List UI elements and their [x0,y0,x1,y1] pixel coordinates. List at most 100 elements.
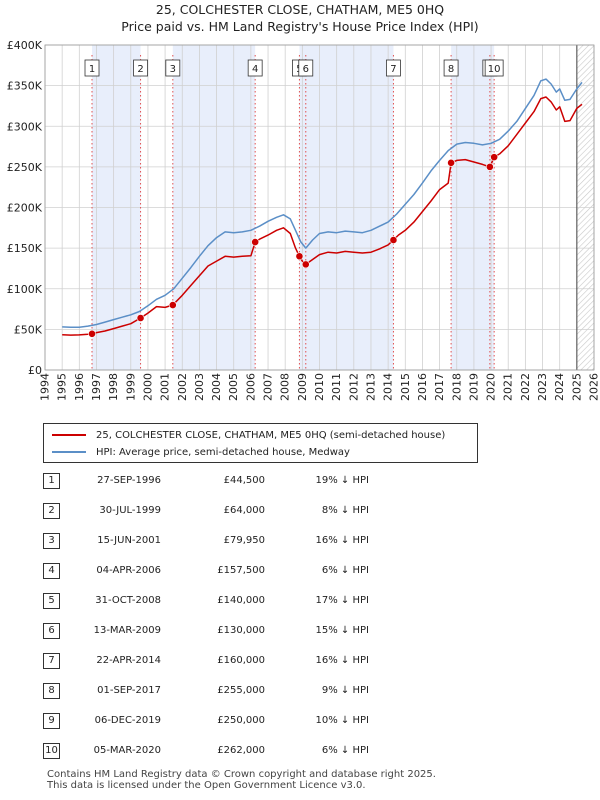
sale-date: 22-APR-2014 [96,655,161,666]
plot-border [44,44,595,371]
x-tick-label: 2019 [467,373,480,401]
marker-box-8 [443,59,459,77]
sale-point-5 [295,252,304,261]
x-tick-label: 2006 [244,373,257,401]
marker-box-1 [84,59,100,77]
sale-hpi-diff: 9% ↓ HPI [321,685,369,696]
sale-hpi-diff: 8% ↓ HPI [321,505,369,516]
y-tick-label: £0 [28,364,42,377]
sale-number: 9 [43,713,60,729]
x-tick-label: 2007 [262,373,275,401]
x-tick-label: 1999 [124,373,137,401]
sale-price: £250,000 [217,715,265,726]
hpi-line [62,78,583,329]
sale-number: 4 [43,563,60,579]
x-tick-label: 2012 [347,373,360,401]
marker-box-7 [386,59,401,77]
y-tick-label: £350K [7,80,43,93]
sale-hpi-diff: 17% ↓ HPI [315,595,369,606]
sale-price: £255,000 [217,685,265,696]
x-tick-label: 2022 [519,373,532,401]
x-tick-label: 2009 [296,373,309,401]
sale-point-3 [168,301,177,309]
sale-price: £79,950 [223,535,265,546]
sale-point-1 [88,329,96,338]
sale-date: 30-JUL-1999 [99,505,161,516]
marker-label-2: 2 [137,64,143,75]
x-tick-label: 2003 [193,373,206,401]
x-tick-label: 2015 [399,373,412,401]
marker-label-4: 4 [252,64,258,75]
sale-price: £64,000 [223,505,265,516]
sale-price: £160,000 [217,655,265,666]
sale-hpi-diff: 16% ↓ HPI [315,655,369,666]
sale-date: 31-OCT-2008 [95,595,161,606]
sale-number: 8 [43,683,60,699]
marker-box-4 [247,59,263,77]
y-tick-label: £250K [7,161,43,174]
sale-point-9 [485,162,494,171]
marker-box-2 [133,59,148,77]
table-row: 7 22-APR-2014 £160,000 16% ↓ HPI [43,652,463,670]
x-tick-label: 2002 [176,373,189,401]
footer-licence: This data is licensed under the Open Gov… [47,780,366,791]
legend-label-hpi: HPI: Average price, semi-detached house,… [96,446,350,458]
x-tick-label: 2020 [485,373,498,401]
x-tick-label: 2024 [553,373,566,401]
table-row: 2 30-JUL-1999 £64,000 8% ↓ HPI [43,502,463,520]
sale-date: 15-JUN-2001 [97,535,161,546]
sale-point-8 [447,158,455,167]
marker-label-6: 6 [303,64,309,75]
x-tick-label: 1995 [56,373,69,401]
sale-date: 27-SEP-1996 [97,475,161,486]
sale-number: 6 [43,623,60,639]
marker-label-7: 7 [390,64,396,75]
sale-hpi-diff: 15% ↓ HPI [315,625,369,636]
sale-price: £140,000 [217,595,265,606]
legend-item-hpi: HPI: Average price, semi-detached house,… [52,445,350,459]
x-tick-label: 2021 [502,373,515,401]
x-tick-label: 1996 [73,373,86,401]
table-row: 8 01-SEP-2017 £255,000 9% ↓ HPI [43,682,463,700]
table-row: 1 27-SEP-1996 £44,500 19% ↓ HPI [43,472,463,490]
x-tick-label: 2005 [227,373,240,401]
sale-price: £44,500 [223,475,265,486]
marker-label-1: 1 [89,64,95,75]
sale-number: 3 [43,533,60,549]
sale-point-7 [389,236,398,244]
x-tick-label: 2025 [570,373,583,401]
price-chart: 12345678910£0£50K£100K£150K£200K£250K£30… [7,39,600,401]
y-tick-label: £300K [7,120,43,133]
x-tick-label: 2016 [416,373,429,401]
x-tick-label: 2001 [159,373,172,401]
sale-hpi-diff: 16% ↓ HPI [315,535,369,546]
sale-date: 13-MAR-2009 [93,625,161,636]
legend-swatch-property [52,434,86,436]
x-tick-label: 2010 [313,373,326,401]
y-tick-label: £50K [14,323,43,336]
table-row: 5 31-OCT-2008 £140,000 17% ↓ HPI [43,592,463,610]
y-tick-label: £200K [7,202,43,215]
sale-hpi-diff: 10% ↓ HPI [315,715,369,726]
sale-point-6 [301,260,310,269]
sale-price: £262,000 [217,745,265,756]
legend-item-property: 25, COLCHESTER CLOSE, CHATHAM, ME5 0HQ (… [52,428,445,442]
table-row: 6 13-MAR-2009 £130,000 15% ↓ HPI [43,622,463,640]
legend-swatch-hpi [52,451,86,453]
sale-price: £130,000 [217,625,265,636]
x-tick-label: 2014 [382,373,395,401]
sale-number: 7 [43,653,60,669]
y-tick-label: £150K [7,242,43,255]
x-tick-label: 2011 [330,373,343,401]
sale-number: 10 [43,743,60,759]
chart-title: 25, COLCHESTER CLOSE, CHATHAM, ME5 0HQ [155,2,445,17]
table-row: 4 04-APR-2006 £157,500 6% ↓ HPI [43,562,463,580]
sale-date: 05-MAR-2020 [93,745,161,756]
sale-hpi-diff: 6% ↓ HPI [321,565,369,576]
x-tick-label: 1998 [107,373,120,401]
x-tick-label: 2026 [588,373,600,401]
y-tick-label: £100K [7,283,43,296]
sale-point-2 [136,314,145,322]
legend-label-property: 25, COLCHESTER CLOSE, CHATHAM, ME5 0HQ (… [96,429,446,441]
sale-number: 5 [43,593,60,609]
